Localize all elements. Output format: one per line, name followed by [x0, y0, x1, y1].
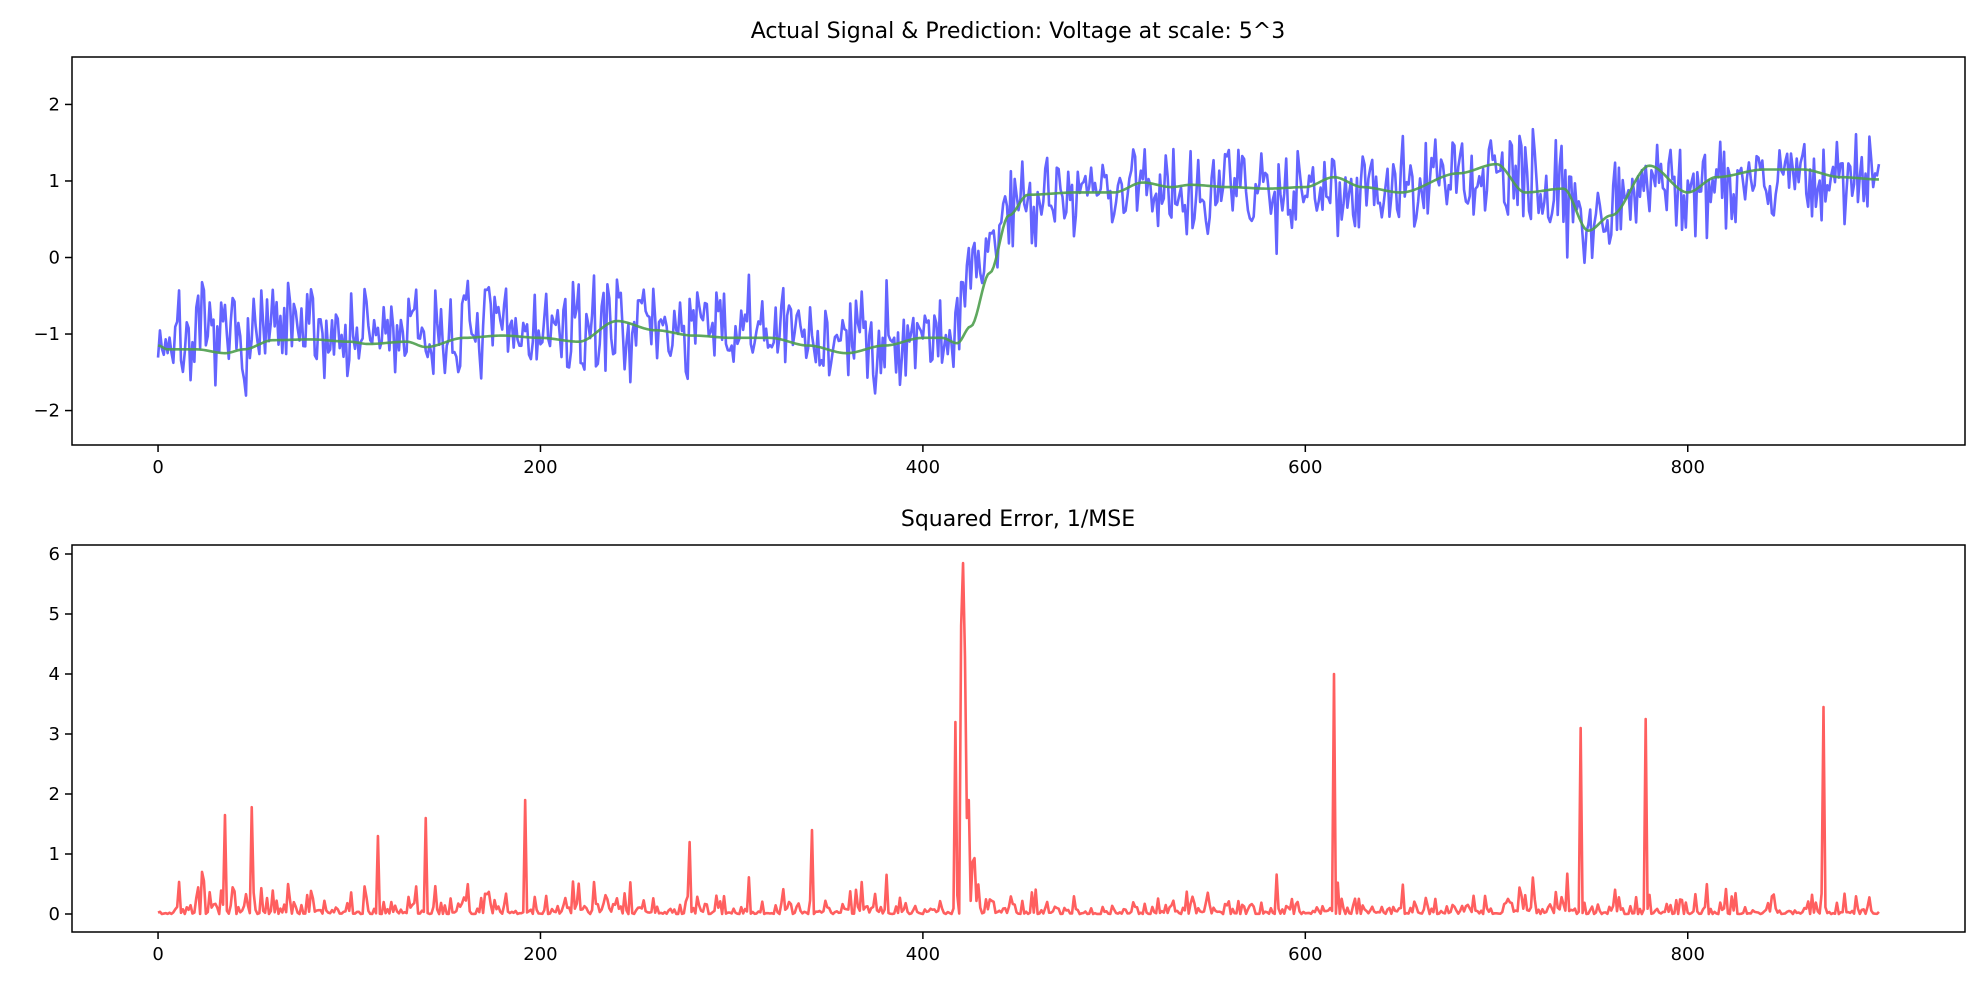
error-y-axis: 0 1 2 3 4 5 6 [49, 544, 72, 925]
y-tick-label: 2 [49, 784, 60, 805]
y-tick-label: 1 [49, 171, 60, 192]
y-tick-label: −2 [33, 401, 60, 422]
signal-x-axis: 0 200 400 600 800 [152, 445, 1705, 478]
squared-error-line [157, 561, 1880, 916]
y-tick-label: 0 [49, 904, 60, 925]
x-tick-label: 400 [906, 457, 940, 478]
x-tick-label: 800 [1671, 457, 1705, 478]
x-tick-label: 0 [152, 457, 163, 478]
x-tick-label: 200 [523, 457, 557, 478]
y-tick-label: 1 [49, 844, 60, 865]
signal-y-axis: −2 −1 0 1 2 [33, 94, 72, 422]
x-tick-label: 600 [1288, 457, 1322, 478]
y-tick-label: 4 [49, 664, 60, 685]
x-tick-label: 600 [1288, 944, 1322, 965]
y-tick-label: 6 [49, 544, 60, 565]
signal-chart-title: Actual Signal & Prediction: Voltage at s… [751, 19, 1285, 44]
signal-plot-lines [156, 127, 1881, 397]
x-tick-label: 400 [906, 944, 940, 965]
actual-signal-line [156, 127, 1881, 397]
y-tick-label: 3 [49, 724, 60, 745]
x-tick-label: 200 [523, 944, 557, 965]
error-plot-lines [157, 561, 1880, 916]
panel-signal: Actual Signal & Prediction: Voltage at s… [33, 19, 1966, 478]
x-tick-label: 0 [152, 944, 163, 965]
error-axes-frame [71, 544, 1966, 933]
x-tick-label: 800 [1671, 944, 1705, 965]
y-tick-label: 5 [49, 604, 60, 625]
panel-error: Squared Error, 1/MSE 0 200 400 600 800 0 1 2 3 4… [49, 507, 1966, 965]
y-tick-label: 2 [49, 94, 60, 115]
error-chart-title: Squared Error, 1/MSE [901, 507, 1135, 532]
y-tick-label: −1 [33, 324, 60, 345]
error-x-axis: 0 200 400 600 800 [152, 932, 1705, 965]
y-tick-label: 0 [49, 248, 60, 269]
signal-axes-frame [71, 56, 1966, 446]
prediction-line [157, 162, 1879, 355]
